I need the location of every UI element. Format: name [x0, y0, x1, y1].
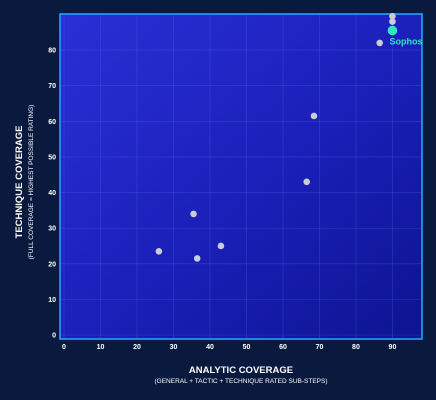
y-tick-labels: 0 10 20 30 40 50 60 70 80	[48, 48, 56, 340]
data-point	[389, 12, 396, 20]
y-tick-label: 30	[48, 226, 56, 233]
data-points	[155, 12, 396, 262]
x-tick-label: 80	[352, 344, 360, 351]
data-point	[303, 178, 310, 186]
x-tick-label: 10	[97, 344, 105, 351]
data-point	[376, 39, 383, 47]
data-point	[389, 18, 396, 25]
plot-area	[59, 13, 423, 340]
x-tick-label: 0	[62, 344, 66, 351]
highlight-label: Sophos	[389, 36, 422, 46]
y-tick-label: 80	[48, 48, 56, 55]
data-point	[193, 255, 201, 262]
y-tick-label: 20	[48, 261, 56, 268]
x-axis-title: ANALYTIC COVERAGE	[189, 365, 293, 376]
x-tick-label: 60	[279, 344, 287, 351]
highlight-group: Sophos	[387, 25, 422, 46]
y-tick-label: 60	[48, 119, 56, 126]
x-tick-label: 70	[316, 344, 324, 351]
y-tick-label: 40	[48, 190, 56, 197]
x-tick-label: 90	[389, 344, 397, 351]
x-axis-subtitle: (GENERAL + TACTIC + TECHNIQUE RATED SUB-…	[154, 378, 327, 385]
y-tick-label: 0	[52, 333, 56, 340]
y-tick-label: 10	[48, 297, 56, 304]
y-tick-label: 50	[48, 154, 56, 161]
data-point	[155, 247, 163, 255]
x-tick-labels: 0 10 20 30 40 50 60 70 80 90	[62, 344, 396, 351]
highlight-point	[387, 25, 398, 36]
x-tick-label: 30	[170, 344, 178, 351]
grid-lines	[60, 14, 422, 339]
y-axis-title: TECHNIQUE COVERAGE	[14, 126, 25, 239]
x-tick-label: 40	[206, 344, 214, 351]
x-tick-label: 20	[133, 344, 141, 351]
data-point	[190, 210, 197, 218]
data-point	[310, 112, 318, 120]
y-axis-subtitle: (FULL COVERAGE = HIGHEST POSSIBLE RATING…	[28, 105, 35, 260]
y-tick-label: 70	[48, 83, 56, 90]
data-point	[217, 242, 225, 250]
x-tick-label: 50	[243, 344, 251, 351]
